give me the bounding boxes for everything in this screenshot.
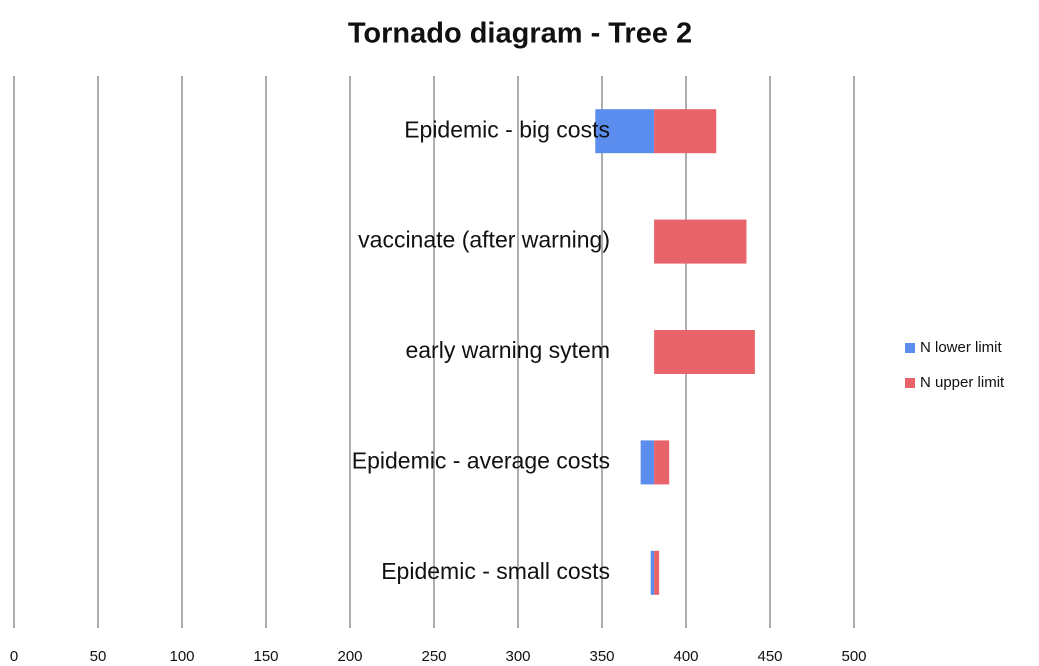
bar — [650, 550, 655, 595]
x-tick-label: 250 — [421, 648, 446, 665]
bar — [654, 109, 717, 154]
legend-swatch — [905, 378, 915, 388]
x-tick-label: 0 — [10, 648, 18, 665]
bar — [640, 440, 655, 485]
bar — [654, 330, 755, 374]
x-tick-label: 150 — [253, 648, 278, 665]
x-tick-label: 350 — [589, 648, 614, 665]
x-tick-label: 300 — [505, 648, 530, 665]
category-label: Epidemic - big costs — [404, 116, 610, 142]
legend-label: N lower limit — [920, 339, 1003, 356]
x-tick-label: 200 — [337, 648, 362, 665]
bar — [654, 219, 747, 264]
x-tick-label: 50 — [90, 648, 107, 665]
x-tick-label: 500 — [841, 648, 866, 665]
x-tick-label: 450 — [757, 648, 782, 665]
bar — [654, 440, 670, 485]
x-tick-label: 400 — [673, 648, 698, 665]
category-label: vaccinate (after warning) — [358, 227, 610, 253]
legend-label: N upper limit — [920, 374, 1005, 391]
category-label: early warning sytem — [405, 337, 610, 363]
category-label: Epidemic - average costs — [352, 447, 610, 473]
legend-swatch — [905, 343, 915, 353]
bar — [595, 109, 655, 154]
x-tick-label: 100 — [169, 648, 194, 665]
bar — [654, 550, 660, 595]
chart-title: Tornado diagram - Tree 2 — [348, 18, 692, 50]
category-label: Epidemic - small costs — [381, 558, 610, 584]
